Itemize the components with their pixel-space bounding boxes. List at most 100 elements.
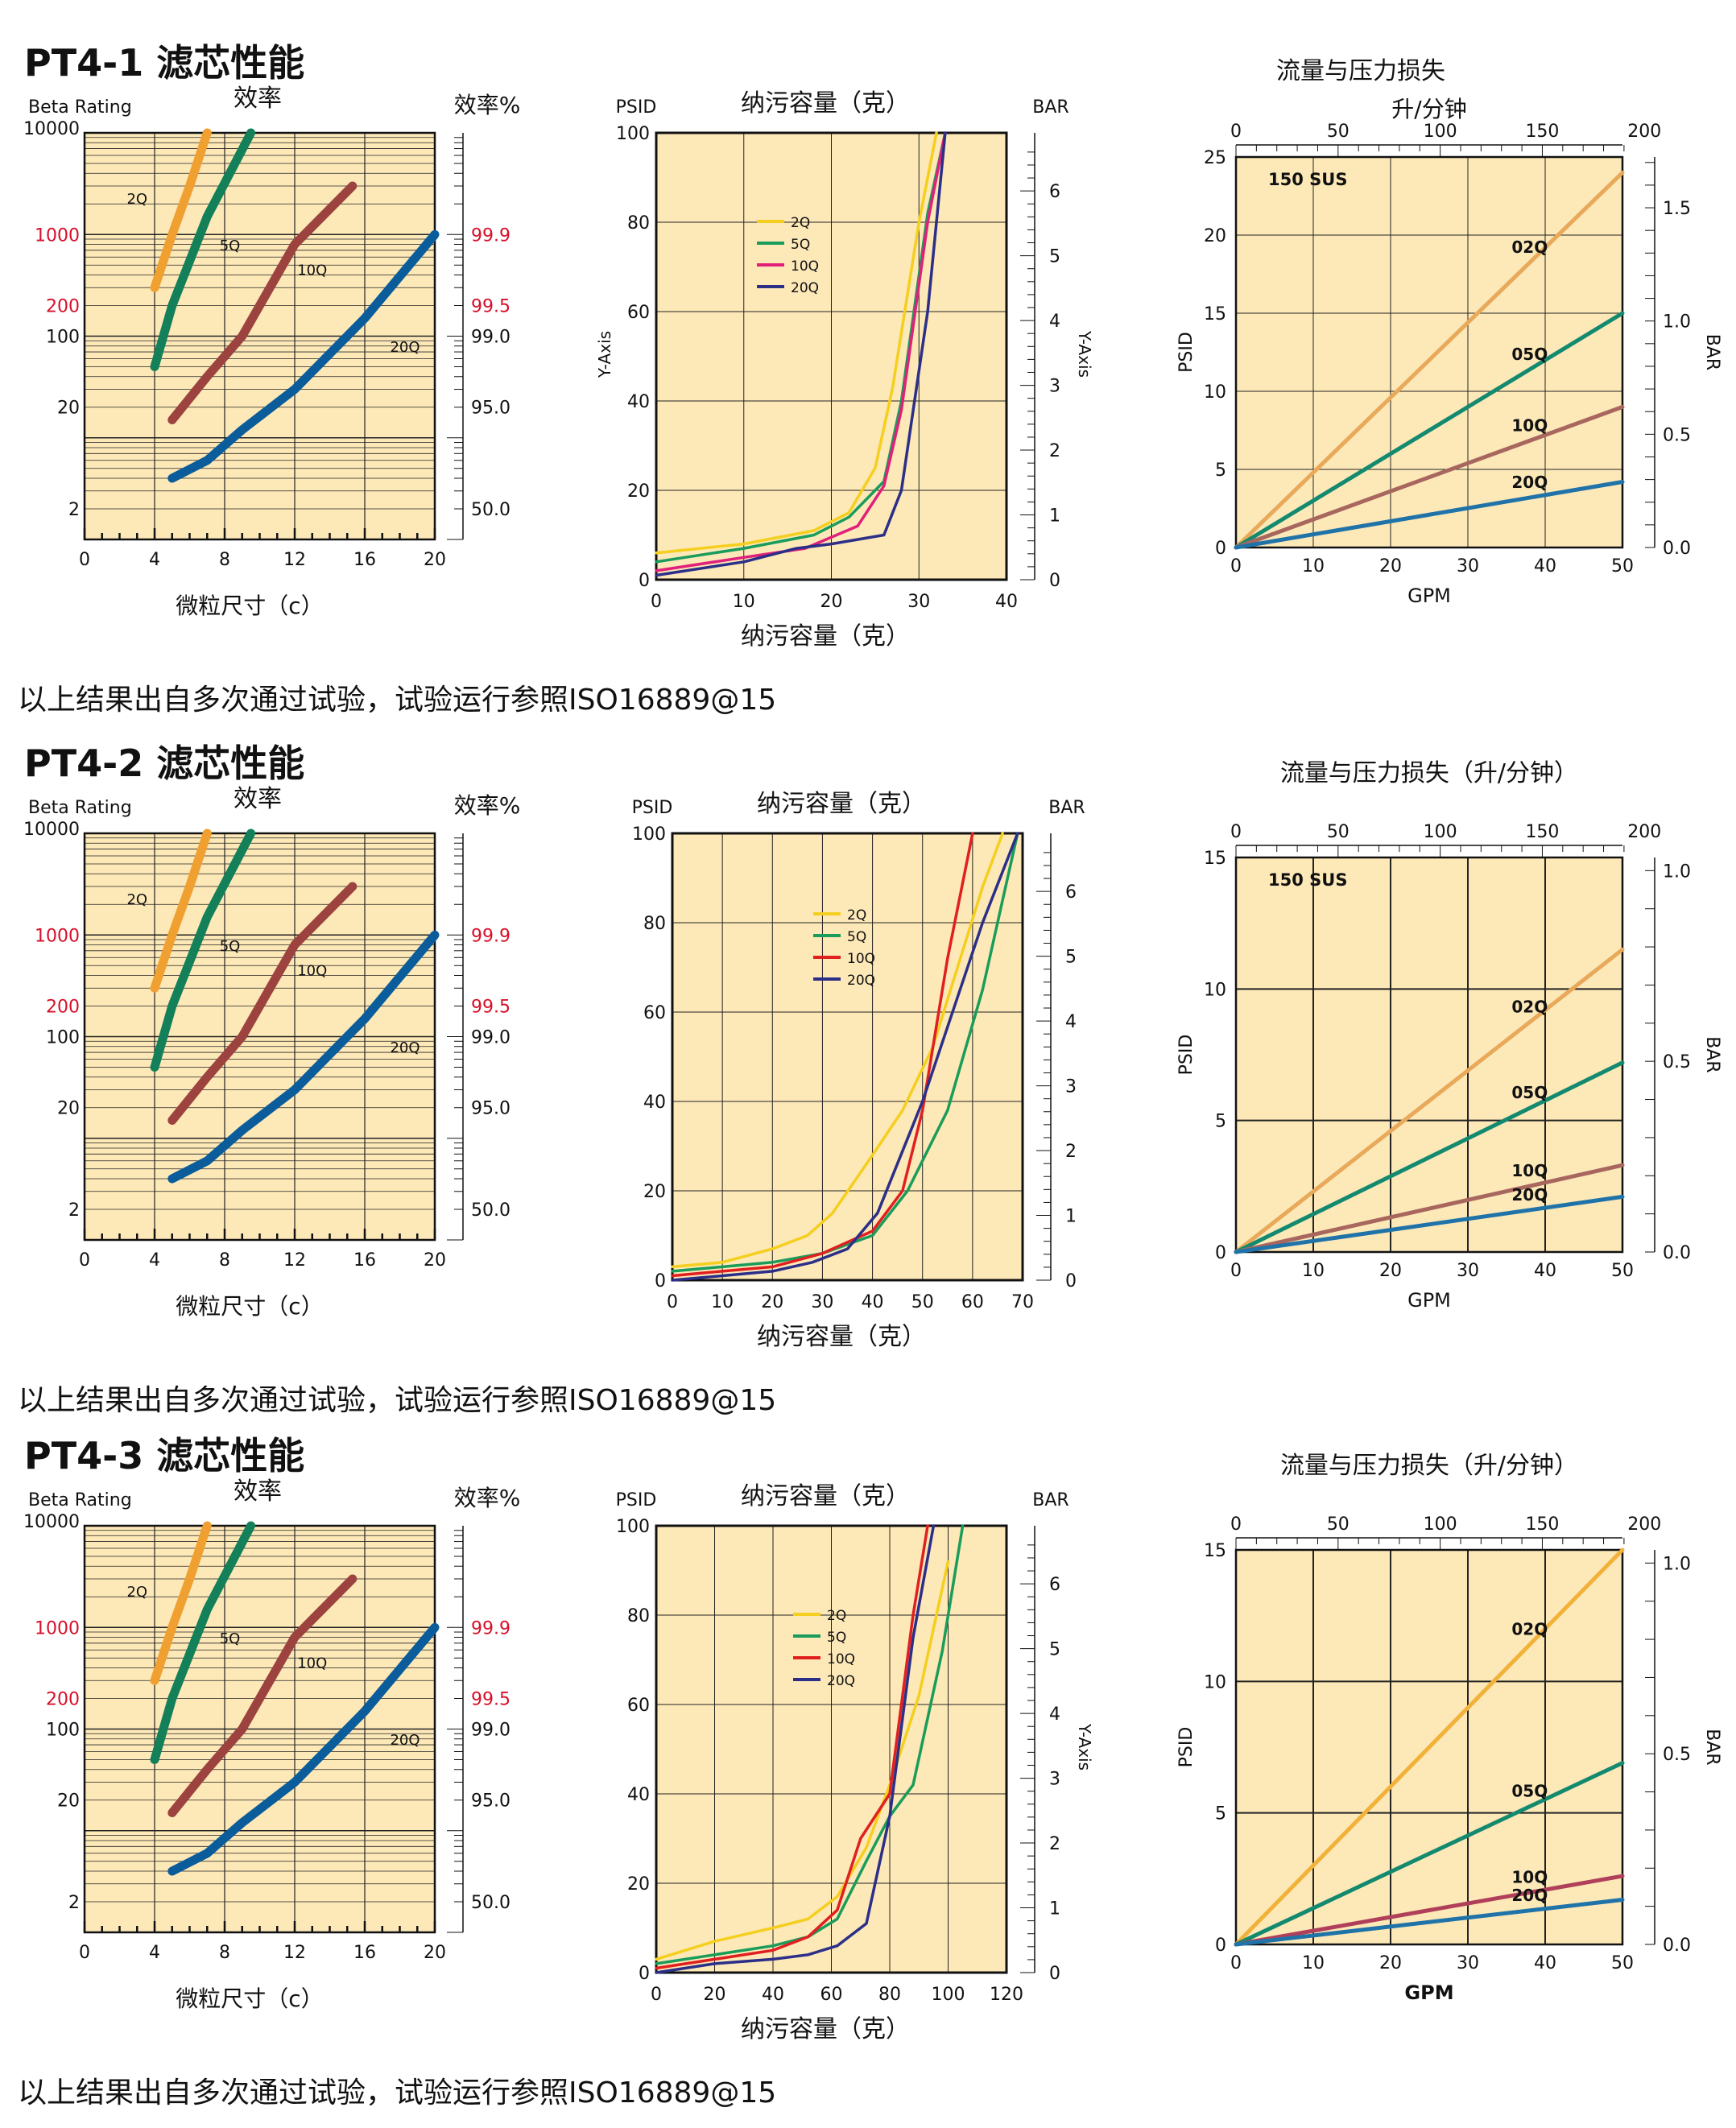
series-line-5q — [671, 832, 1019, 1273]
x-tick-label: 10 — [733, 592, 755, 612]
x-axis-label: 微粒尺寸（c） — [176, 1293, 323, 1320]
test-note: 以上结果出自多次通过试验，试验运行参照ISO16889@15 — [18, 1384, 777, 1417]
lpm-tick-label: 100 — [1424, 822, 1457, 842]
y-tick-label: 25 — [1204, 148, 1226, 168]
y-tick-label: 80 — [643, 914, 666, 934]
x-tick-label: 50 — [1611, 1953, 1634, 1973]
x-tick-label: 4 — [149, 1943, 160, 1963]
plot-area — [1236, 857, 1622, 1252]
series-label-20q: 20Q — [390, 1039, 420, 1056]
x-tick-label: 0 — [1230, 1953, 1242, 1973]
efficiency-tick-label: 99.5 — [471, 997, 510, 1017]
series-line-02q — [1234, 1547, 1625, 1947]
y-tick-label: 1000 — [35, 926, 80, 946]
legend-label: 2Q — [791, 215, 810, 231]
chart-title: 纳污容量（克） — [741, 89, 910, 118]
beta-rating-label: Beta Rating — [28, 798, 132, 818]
y-tick-label: 80 — [627, 213, 650, 233]
series-line-10q — [1234, 1874, 1625, 1947]
capacity-chart: 0 20 40 60 80 100 120 0 20 40 60 80 100 0 1 2 3 4 5 6 PSID 纳污… — [616, 1482, 1094, 2043]
lpm-tick-label: 200 — [1627, 122, 1661, 142]
bar-axis-label: BAR — [1702, 1036, 1722, 1072]
plot-frame — [1234, 1548, 1624, 1946]
y-tick-label: 10 — [1204, 1672, 1226, 1692]
beta-rating-label: Beta Rating — [28, 97, 132, 118]
x-tick-label: 60 — [961, 1292, 984, 1312]
x-tick-label: 30 — [1457, 1953, 1479, 1973]
y-tick-label: 60 — [627, 1696, 650, 1716]
bar-tick-label: 1.0 — [1663, 312, 1691, 333]
x-axis-label: GPM — [1407, 585, 1451, 607]
x-tick-label: 0 — [1230, 556, 1242, 576]
x-tick-label: 8 — [219, 550, 230, 570]
x-tick-label: 12 — [283, 1943, 306, 1963]
x-tick-label: 40 — [762, 1985, 784, 2005]
x-tick-label: 20 — [424, 550, 446, 570]
series-line-10q — [1234, 404, 1625, 550]
lpm-tick-label: 150 — [1525, 822, 1559, 842]
series-line-5q — [655, 1524, 965, 1965]
bar-tick-label: 0.0 — [1663, 539, 1691, 559]
efficiency-percent-label: 效率% — [454, 1485, 521, 1511]
y-tick-label: 15 — [1204, 1541, 1226, 1561]
chart-title: 纳污容量（克） — [741, 1482, 910, 1510]
capacity-chart: 0 10 20 30 40 50 60 70 0 20 40 60 80 100 0 1 2 3 4 5 6 PSID 纳污… — [632, 790, 1085, 1351]
x-axis-label: GPM — [1407, 1289, 1451, 1312]
bar-tick-label: 0 — [1065, 1271, 1077, 1291]
y-tick-label: 100 — [46, 328, 80, 348]
lpm-tick-label: 0 — [1230, 1514, 1242, 1535]
series-label-10q: 10Q — [297, 962, 327, 979]
x-tick-label: 60 — [820, 1985, 843, 2005]
series-label-5q: 5Q — [220, 938, 241, 955]
efficiency-tick-label: 99.5 — [471, 296, 510, 316]
series-line-2q — [150, 828, 212, 993]
series-line-20q — [167, 229, 440, 483]
capacity-chart: 0 10 20 30 40 0 20 40 60 80 100 0 1 2 3 4 5 6 PSID 纳污容量（克） B… — [595, 89, 1094, 651]
y-tick-label: 5 — [1215, 1112, 1226, 1132]
flow-chart: 0 50 100 150 200 0 10 20 30 40 50 0 5 10 15 0.0 0.5 1.0 流量… — [1176, 759, 1722, 1312]
chart-title: 效率 — [234, 1477, 282, 1506]
legend: 2Q 5Q 10Q 20Q — [757, 215, 819, 296]
series-label-5q: 5Q — [220, 238, 241, 254]
x-tick-label: 12 — [283, 1250, 306, 1271]
y-tick-label: 60 — [627, 303, 650, 323]
y-tick-label: 20 — [627, 1874, 650, 1895]
x-tick-label: 40 — [1534, 1261, 1556, 1281]
chart-title: 流量与压力损失（升/分钟） — [1280, 759, 1578, 787]
series-line-5q — [150, 1521, 256, 1764]
y-tick-label: 15 — [1204, 304, 1226, 324]
section-title: PT4-2 滤芯性能 — [24, 742, 305, 785]
series-line-10q — [655, 1524, 929, 1970]
series-line-05q — [1234, 311, 1625, 550]
y-tick-label: 20 — [627, 481, 650, 502]
efficiency-tick-label: 95.0 — [471, 1791, 510, 1812]
series-line-20q — [1234, 1194, 1625, 1254]
series-line-2q — [150, 128, 212, 292]
x-tick-label: 20 — [761, 1292, 783, 1312]
psid-unit-label: PSID — [616, 1490, 657, 1510]
lpm-tick-label: 200 — [1627, 822, 1661, 842]
x-tick-label: 20 — [1379, 1953, 1402, 1973]
plot-frame — [655, 131, 1008, 581]
bar-tick-label: 0.0 — [1663, 1936, 1691, 1956]
y-axis-label: PSID — [1176, 1035, 1197, 1076]
bar-tick-label: 5 — [1049, 247, 1060, 267]
y-tick-label: 15 — [1204, 849, 1226, 869]
series-line-05q — [1234, 1060, 1625, 1254]
legend-label: 20Q — [847, 973, 875, 989]
series-label-05q: 05Q — [1511, 1083, 1548, 1102]
series-line-2q — [671, 832, 1004, 1269]
bar-unit-label: BAR — [1048, 798, 1085, 818]
x-tick-label: 30 — [907, 592, 930, 612]
series-line-2q — [150, 1521, 212, 1685]
x-tick-label: 30 — [1457, 556, 1479, 576]
x-tick-label: 4 — [149, 1250, 160, 1271]
lpm-tick-label: 100 — [1424, 122, 1457, 142]
x-tick-label: 0 — [79, 1250, 90, 1271]
bar-axis-label: BAR — [1702, 1729, 1722, 1765]
legend-label: 2Q — [827, 1608, 846, 1624]
bar-tick-label: 1 — [1049, 1899, 1060, 1919]
legend-label: 5Q — [827, 1630, 846, 1646]
y-tick-label: 0 — [1215, 1243, 1226, 1263]
bar-unit-label: BAR — [1032, 97, 1068, 118]
